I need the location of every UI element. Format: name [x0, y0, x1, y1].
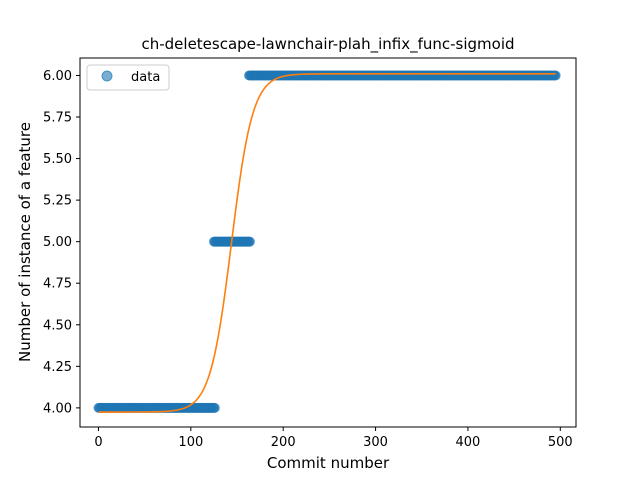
x-tick-label: 0	[94, 435, 102, 450]
x-tick-label: 500	[548, 435, 573, 450]
y-tick-label: 4.50	[43, 318, 72, 333]
sigmoid-fit-line	[98, 72, 556, 413]
y-tick-label: 5.75	[43, 111, 72, 126]
y-tick-label: 5.50	[43, 152, 72, 167]
chart-title: ch-deletescape-lawnchair-plah_infix_func…	[141, 35, 514, 54]
data-point	[244, 236, 255, 247]
legend: data	[86, 64, 170, 91]
legend-marker-data	[101, 70, 113, 82]
data-point	[209, 402, 220, 413]
y-axis-label: Number of instance of a feature	[16, 122, 34, 362]
x-axis-label: Commit number	[267, 454, 390, 472]
plot-area	[93, 70, 561, 413]
axes-frame	[79, 57, 577, 428]
x-tick-label: 400	[456, 435, 481, 450]
y-tick-label: 5.25	[43, 194, 72, 209]
y-tick-label: 4.25	[43, 360, 72, 375]
axis-ticks: 0 100 200 300 400 500 4.00 4.25 4.50 4.75 5.00 5.25…	[43, 69, 573, 450]
y-tick-label: 6.00	[43, 69, 72, 84]
x-tick-label: 200	[271, 435, 296, 450]
y-tick-label: 4.75	[43, 277, 72, 292]
x-tick-label: 100	[178, 435, 203, 450]
data-point	[550, 70, 561, 81]
y-tick-label: 4.00	[43, 401, 72, 416]
y-tick-label: 5.00	[43, 235, 72, 250]
x-tick-label: 300	[363, 435, 388, 450]
legend-label-data: data	[131, 70, 160, 85]
